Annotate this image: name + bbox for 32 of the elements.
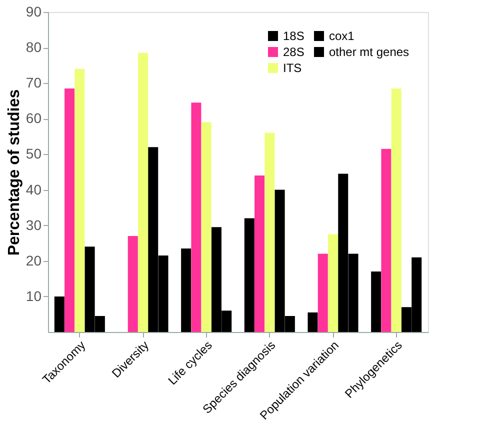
bar [391,88,402,332]
bar [54,296,64,332]
bar [191,102,202,332]
y-axis-title: Percentage of studies [6,89,23,256]
bar [201,122,212,332]
bar [328,234,338,332]
y-tick-label: 10 [26,288,42,304]
legend-label: ITS [283,61,302,75]
y-tick-label: 20 [26,252,42,268]
bar [64,88,75,332]
bar [381,148,392,332]
y-tick-label: 40 [26,181,42,198]
y-tick-label: 30 [26,216,42,233]
legend-label: cox1 [329,29,355,43]
bar [308,312,318,332]
bar [318,254,328,332]
bar [138,52,148,332]
bar [244,218,254,332]
y-tick-label: 70 [26,74,42,91]
y-tick-label: 50 [26,146,42,162]
legend-label: 28S [283,45,304,59]
bar [371,272,382,332]
bar [264,132,275,332]
y-tick-label: 60 [26,110,42,126]
bar [128,236,138,332]
legend-label: 18S [283,29,304,43]
legend-label: other mt genes [329,45,410,59]
bar [254,176,265,332]
bar [181,248,192,332]
y-tick-label: 80 [26,39,42,56]
y-tick-label: 90 [26,4,42,20]
bar [74,68,85,332]
